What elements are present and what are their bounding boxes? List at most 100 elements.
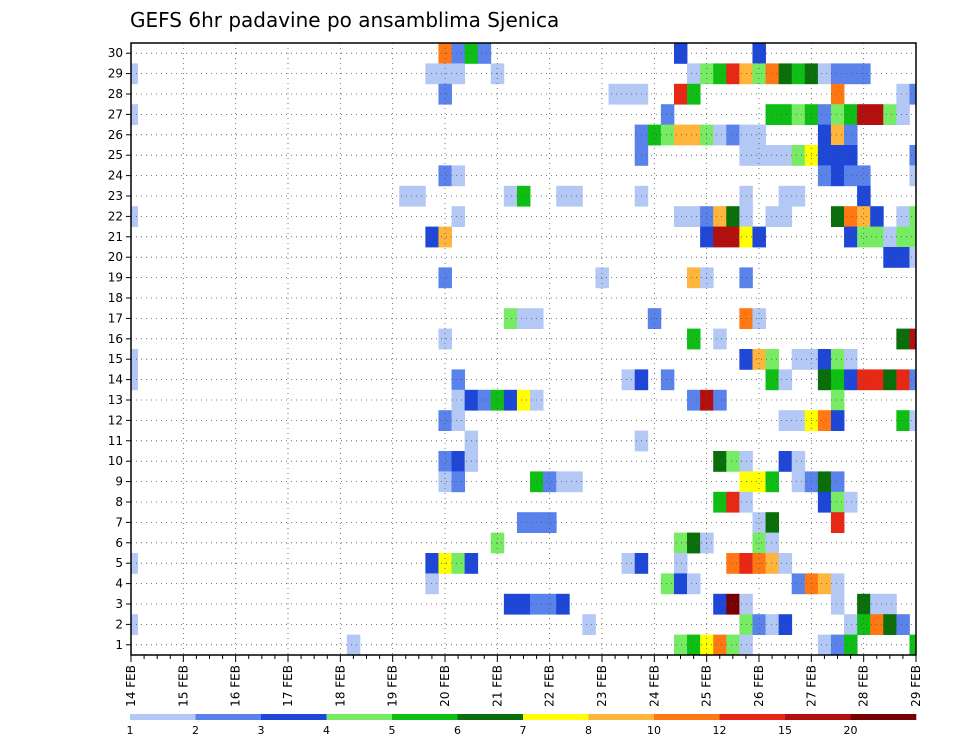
heatmap-cell <box>503 389 518 411</box>
y-tick-label: 13 <box>108 393 123 407</box>
heatmap-cell <box>791 573 806 595</box>
heatmap-cell <box>817 165 832 187</box>
heatmap-cell <box>909 165 916 187</box>
heatmap-cell <box>131 349 138 370</box>
heatmap-cell <box>425 573 439 595</box>
x-tick-label: 15 FEB <box>176 665 190 707</box>
heatmap-cell <box>516 185 531 207</box>
heatmap-cell <box>765 369 780 391</box>
colorbar-label: 4 <box>323 724 330 737</box>
heatmap-cell <box>399 185 413 207</box>
heatmap-cell <box>909 83 916 105</box>
colorbar-swatch <box>850 714 917 720</box>
y-tick-label: 14 <box>108 373 123 387</box>
x-tick-label: 26 FEB <box>752 665 766 707</box>
y-axis: 1234567891011121314151617181920212223242… <box>108 46 131 652</box>
y-tick-label: 26 <box>108 128 123 142</box>
heatmap-cell <box>687 573 701 595</box>
heatmap-cell <box>477 389 492 411</box>
heatmap-cell <box>438 267 452 289</box>
heatmap-cell <box>778 206 793 227</box>
x-tick-label: 14 FEB <box>124 665 138 707</box>
heatmap-cell <box>791 349 806 370</box>
heatmap-cell <box>726 491 740 513</box>
x-tick-label: 20 FEB <box>438 665 452 707</box>
heatmap-cell <box>543 593 557 615</box>
heatmap-cell <box>765 614 780 635</box>
heatmap-cell <box>817 491 832 513</box>
y-tick-label: 16 <box>108 332 123 346</box>
heatmap-cell <box>791 471 806 493</box>
heatmap-cell <box>438 410 452 431</box>
colorbar-label: 10 <box>647 724 661 737</box>
heatmap-cell <box>817 410 832 431</box>
heatmap-cell <box>817 573 832 595</box>
heatmap-cell <box>621 369 636 391</box>
x-tick-label: 27 FEB <box>804 665 818 707</box>
heatmap-cell <box>791 63 806 85</box>
heatmap-cell <box>673 124 688 146</box>
heatmap-cell <box>477 43 492 64</box>
heatmap-cell <box>556 185 570 207</box>
heatmap-cell <box>883 614 897 635</box>
x-tick-label: 28 FEB <box>857 665 871 707</box>
heatmap-cell <box>817 471 832 493</box>
y-tick-label: 8 <box>115 495 123 509</box>
heatmap-cell <box>713 451 727 472</box>
heatmap-cell <box>857 185 871 207</box>
heatmap-cell <box>713 389 727 411</box>
heatmap-cell <box>844 369 858 391</box>
heatmap-cell <box>543 512 557 533</box>
gridlines <box>131 43 916 655</box>
heatmap-cell <box>830 593 845 615</box>
x-tick-label: 19 FEB <box>386 665 400 707</box>
colorbar: 1 2 3 4 5 6 7 8 10 12 15 20 <box>127 714 917 737</box>
heatmap-cell <box>673 573 688 595</box>
heatmap-cell <box>909 145 916 166</box>
heatmap-cell <box>713 328 727 350</box>
heatmap-cell <box>896 247 910 268</box>
heatmap-cell <box>857 104 871 125</box>
heatmap-cell <box>844 226 858 248</box>
colorbar-label: 1 <box>127 724 134 737</box>
heatmap-cell <box>660 124 675 146</box>
heatmap-cell <box>713 206 727 227</box>
heatmap-cell <box>621 83 636 105</box>
heatmap-cell <box>687 634 701 655</box>
heatmap-cell <box>844 124 858 146</box>
heatmap-cell <box>883 369 897 391</box>
colorbar-swatch <box>326 714 393 720</box>
x-tick-label: 23 FEB <box>595 665 609 707</box>
heatmap-cell <box>673 634 688 655</box>
heatmap-cell <box>451 410 466 431</box>
heatmap-cell <box>830 389 845 411</box>
heatmap-cell <box>673 83 688 105</box>
colorbar-label: 15 <box>778 724 792 737</box>
heatmap-cell <box>451 451 466 472</box>
heatmap-cell <box>425 553 439 574</box>
heatmap-cell <box>687 206 701 227</box>
heatmap-cell <box>503 593 518 615</box>
heatmap-cell <box>726 63 740 85</box>
heatmap-cell <box>543 471 557 493</box>
y-tick-label: 20 <box>108 250 123 264</box>
heatmap-cell <box>765 104 780 125</box>
heatmap-cell <box>726 593 740 615</box>
heatmap-cell <box>791 185 806 207</box>
heatmap-cell <box>687 124 701 146</box>
colorbar-swatch <box>523 714 589 720</box>
colorbar-swatch <box>588 714 655 720</box>
heatmap-cell <box>765 63 780 85</box>
heatmap-cell <box>778 63 793 85</box>
heatmap-cell <box>687 63 701 85</box>
y-tick-label: 1 <box>115 638 123 652</box>
heatmap-cell <box>791 410 806 431</box>
colorbar-label: 7 <box>520 724 527 737</box>
heatmap-cell <box>857 165 871 187</box>
heatmap-cell <box>830 63 845 85</box>
heatmap-cell <box>673 532 688 554</box>
heatmap-cell <box>830 349 845 370</box>
heatmap-cell <box>778 145 793 166</box>
heatmap-cell <box>778 104 793 125</box>
